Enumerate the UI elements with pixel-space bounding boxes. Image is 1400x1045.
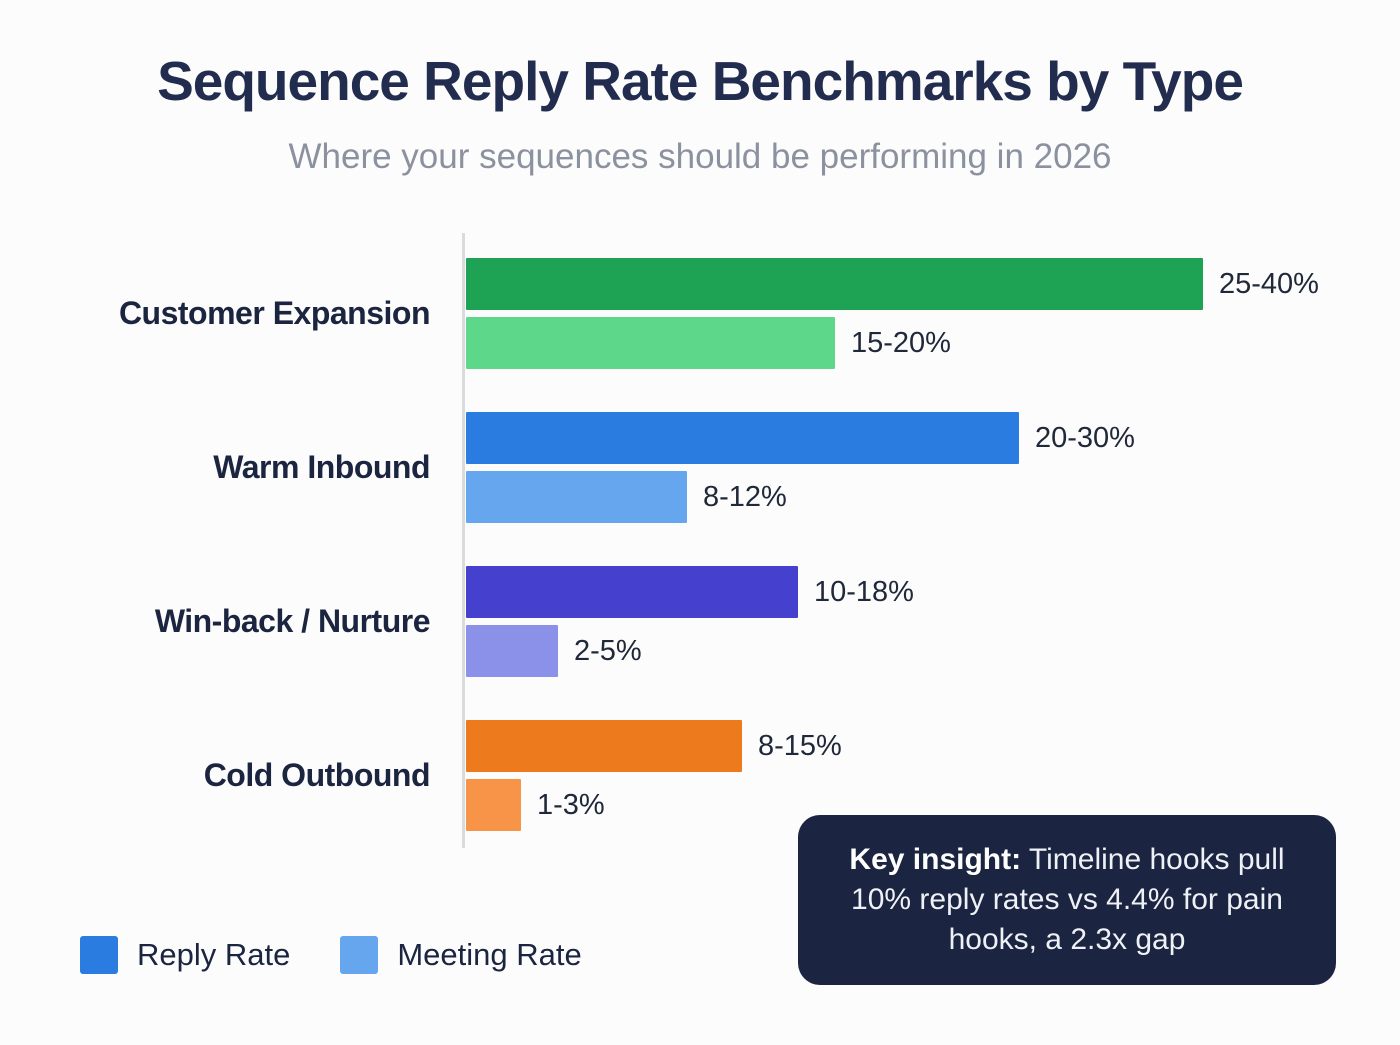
legend-item-reply-rate: Reply Rate — [80, 936, 290, 974]
bar-group: 10-18% 2-5% — [466, 566, 914, 677]
key-insight-rest: Timeline hooks pull 10% reply rates vs 4… — [851, 843, 1285, 956]
reply-rate-bar — [466, 720, 742, 772]
reply-rate-bar — [466, 258, 1203, 310]
reply-rate-bar — [466, 566, 798, 618]
key-insight-lead: Key insight: — [849, 843, 1022, 876]
legend-label: Meeting Rate — [397, 937, 582, 972]
category-label: Warm Inbound — [213, 449, 430, 485]
reply-rate-bar-line: 10-18% — [466, 566, 914, 618]
meeting-rate-bar-line: 8-12% — [466, 471, 1135, 523]
reply-rate-bar-line: 8-15% — [466, 720, 842, 772]
reply-rate-bar — [466, 412, 1019, 464]
meeting-rate-bar — [466, 317, 835, 369]
bar-group: 8-15% 1-3% — [466, 720, 842, 831]
meeting-rate-bar-line: 1-3% — [466, 779, 842, 831]
chart-row-warm-inbound: Warm Inbound 20-30% 8-12% — [0, 412, 1400, 523]
bar-value-label: 25-40% — [1219, 267, 1319, 300]
y-axis-line — [462, 233, 465, 848]
meeting-rate-bar-line: 15-20% — [466, 317, 1319, 369]
key-insight-text: Key insight: Timeline hooks pull 10% rep… — [826, 840, 1308, 960]
chart-legend: Reply Rate Meeting Rate — [80, 936, 582, 974]
bar-value-label: 8-12% — [703, 480, 787, 513]
chart-row-customer-expansion: Customer Expansion 25-40% 15-20% — [0, 258, 1400, 369]
meeting-rate-swatch-icon — [340, 936, 379, 974]
meeting-rate-bar-line: 2-5% — [466, 625, 914, 677]
page-subtitle: Where your sequences should be performin… — [288, 137, 1112, 177]
bar-group: 25-40% 15-20% — [466, 258, 1319, 369]
reply-rate-swatch-icon — [80, 936, 118, 974]
bar-group: 20-30% 8-12% — [466, 412, 1135, 523]
meeting-rate-bar — [466, 779, 521, 831]
reply-rate-bar-line: 20-30% — [466, 412, 1135, 464]
bar-value-label: 15-20% — [851, 326, 951, 359]
bar-value-label: 1-3% — [537, 788, 605, 821]
legend-item-meeting-rate: Meeting Rate — [340, 936, 582, 974]
bar-value-label: 10-18% — [814, 575, 914, 608]
bar-value-label: 20-30% — [1035, 421, 1135, 454]
category-label: Win-back / Nurture — [154, 603, 431, 639]
category-label: Customer Expansion — [118, 295, 431, 331]
bar-chart: Customer Expansion 25-40% 15-20% Warm In… — [0, 233, 1400, 874]
bar-value-label: 2-5% — [574, 634, 642, 667]
meeting-rate-bar — [466, 625, 558, 677]
category-label: Cold Outbound — [203, 757, 431, 793]
chart-header: Sequence Reply Rate Benchmarks by Type W… — [0, 0, 1400, 177]
chart-row-cold-outbound: Cold Outbound 8-15% 1-3% — [0, 720, 1400, 831]
chart-row-winback-nurture: Win-back / Nurture 10-18% 2-5% — [0, 566, 1400, 677]
meeting-rate-bar — [466, 471, 687, 523]
legend-label: Reply Rate — [137, 937, 291, 972]
key-insight-callout: Key insight: Timeline hooks pull 10% rep… — [798, 815, 1336, 985]
reply-rate-bar-line: 25-40% — [466, 258, 1319, 310]
page-title: Sequence Reply Rate Benchmarks by Type — [157, 50, 1244, 112]
bar-value-label: 8-15% — [758, 729, 842, 762]
